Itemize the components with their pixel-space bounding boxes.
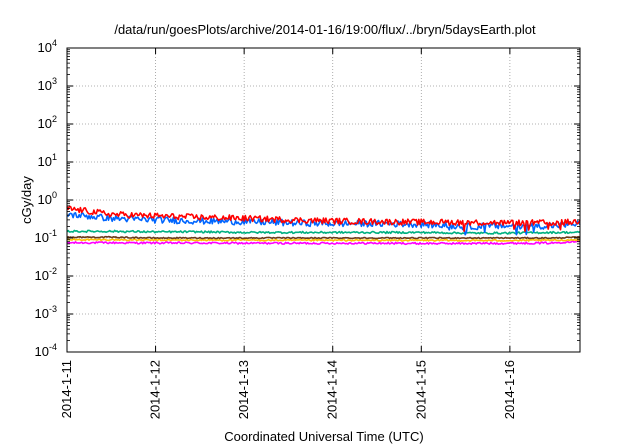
y-tick-label: 10-4 xyxy=(35,342,57,359)
y-tick-label: 104 xyxy=(38,38,57,55)
plot-frame xyxy=(66,47,581,353)
y-tick-label: 10-1 xyxy=(35,228,57,245)
series-layer xyxy=(66,205,581,246)
series-line xyxy=(66,239,581,246)
y-tick-labels: 104 103 102 101 100 10-1 10-2 10-3 10-4 xyxy=(35,38,57,359)
y-axis-label: cGy/day xyxy=(19,176,34,224)
chart-title: /data/run/goesPlots/archive/2014-01-16/1… xyxy=(114,22,536,37)
y-tick-label: 102 xyxy=(38,114,57,131)
series-line xyxy=(67,238,581,242)
x-tick-label: 2014-1-12 xyxy=(148,360,163,419)
y-tick-label: 101 xyxy=(38,152,57,169)
series-line xyxy=(66,205,581,233)
axis-ticks xyxy=(66,47,580,353)
x-tick-label: 2014-1-13 xyxy=(236,360,251,419)
series-line xyxy=(66,229,581,235)
y-tick-label: 100 xyxy=(38,190,57,207)
y-tick-label: 10-3 xyxy=(35,304,57,321)
x-tick-labels: 2014-1-11 2014-1-12 2014-1-13 2014-1-14 2014… xyxy=(59,360,517,419)
series-line xyxy=(66,235,581,240)
y-tick-label: 103 xyxy=(38,76,57,93)
x-tick-label: 2014-1-16 xyxy=(502,360,517,419)
y-tick-label: 10-2 xyxy=(35,266,57,283)
x-axis-label: Coordinated Universal Time (UTC) xyxy=(224,429,423,444)
x-tick-label: 2014-1-14 xyxy=(325,360,340,419)
grid xyxy=(67,48,580,352)
x-tick-label: 2014-1-11 xyxy=(59,360,74,418)
x-tick-label: 2014-1-15 xyxy=(413,360,428,419)
